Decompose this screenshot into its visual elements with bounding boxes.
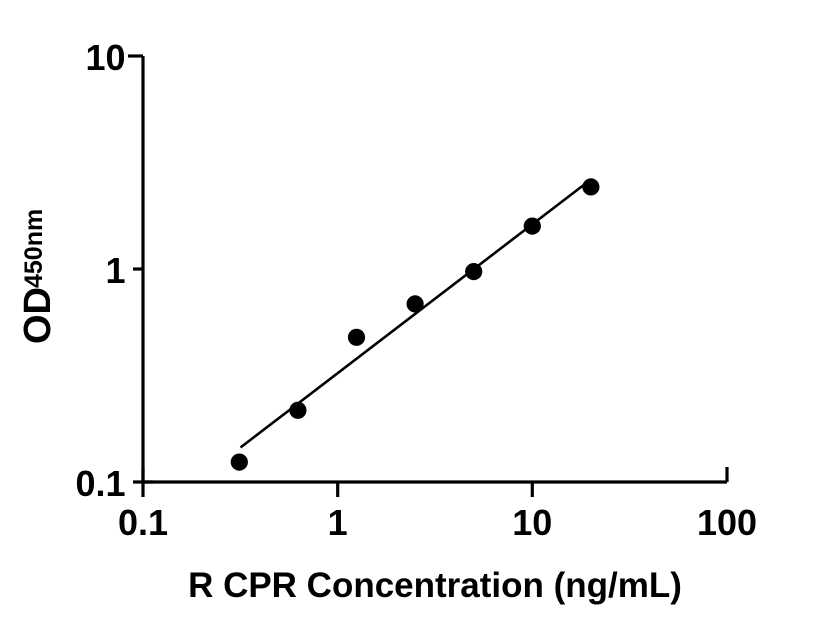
svg-text:0.1: 0.1: [75, 463, 125, 504]
svg-text:OD: OD: [17, 287, 59, 344]
svg-text:450nm: 450nm: [20, 209, 48, 288]
svg-text:10: 10: [85, 37, 125, 78]
svg-text:1: 1: [105, 250, 125, 291]
svg-text:10: 10: [512, 502, 552, 543]
svg-text:0.1: 0.1: [118, 502, 168, 543]
svg-text:R CPR Concentration (ng/mL): R CPR Concentration (ng/mL): [188, 566, 682, 605]
svg-text:1: 1: [328, 502, 348, 543]
svg-text:100: 100: [697, 502, 757, 543]
